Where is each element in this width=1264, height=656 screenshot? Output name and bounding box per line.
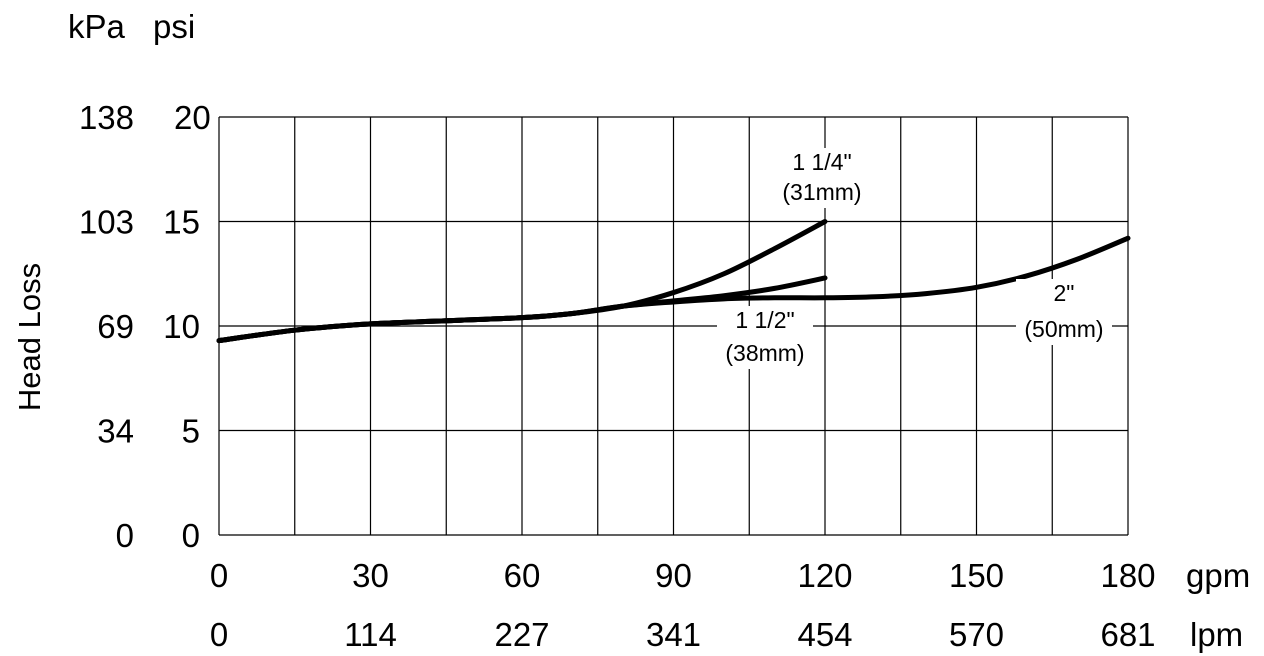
curve-label-size: 1 1/4" [792, 149, 851, 175]
y-unit-primary: psi [153, 8, 195, 45]
x-tick-lpm: 454 [797, 616, 852, 653]
x-tick-gpm: 90 [655, 557, 692, 594]
y-tick-psi: 10 [163, 308, 200, 345]
x-tick-lpm: 341 [646, 616, 701, 653]
curve-label-metric: (31mm) [782, 179, 861, 205]
y-unit-secondary: kPa [68, 8, 126, 45]
y-tick-kpa: 0 [116, 517, 134, 554]
x-unit-primary: gpm [1186, 557, 1250, 594]
y-tick-kpa: 34 [97, 413, 134, 450]
series-line-2 [216, 235, 1131, 344]
x-tick-gpm: 60 [504, 557, 541, 594]
x-tick-gpm: 30 [352, 557, 389, 594]
x-tick-lpm: 681 [1100, 616, 1155, 653]
y-tick-psi: 20 [174, 99, 211, 136]
x-tick-lpm: 570 [949, 616, 1004, 653]
x-tick-lpm: 227 [494, 616, 549, 653]
y-tick-psi: 5 [182, 413, 200, 450]
x-unit-secondary: lpm [1190, 616, 1243, 653]
y-tick-kpa: 103 [79, 204, 134, 241]
y-tick-kpa: 138 [79, 99, 134, 136]
chart-series [216, 219, 1131, 344]
x-tick-lpm: 114 [344, 616, 397, 653]
curve-label-metric: (50mm) [1024, 316, 1103, 342]
curve-label-background [717, 306, 813, 369]
curve-label-size: 2" [1054, 280, 1075, 306]
x-tick-gpm: 0 [210, 557, 228, 594]
curve-label-background [1016, 279, 1112, 345]
curve-label-background [772, 148, 872, 208]
curve-label-metric: (38mm) [725, 340, 804, 366]
y-axis-label: Head Loss [12, 263, 47, 411]
x-tick-gpm: 120 [797, 557, 852, 594]
x-tick-lpm: 0 [210, 616, 228, 653]
y-tick-kpa: 69 [97, 308, 134, 345]
chart-labels: 1 1/4" (31mm) 1 1/2" (38mm) 2" (50mm) [717, 148, 1112, 369]
x-tick-gpm: 180 [1100, 557, 1155, 594]
chart-grid [218, 116, 1129, 536]
y-tick-psi: 0 [182, 517, 200, 554]
y-tick-psi: 15 [163, 204, 200, 241]
curve-label-size: 1 1/2" [735, 307, 794, 333]
x-tick-gpm: 150 [949, 557, 1004, 594]
